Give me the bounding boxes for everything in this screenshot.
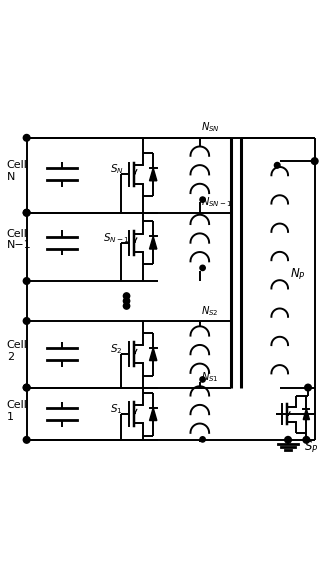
Circle shape [123, 298, 130, 304]
Text: $N_{S1}$: $N_{S1}$ [201, 371, 219, 384]
Circle shape [23, 277, 30, 284]
Polygon shape [150, 408, 157, 420]
Circle shape [305, 384, 311, 391]
Circle shape [200, 265, 205, 271]
Circle shape [285, 436, 291, 443]
Circle shape [200, 377, 205, 382]
Polygon shape [150, 348, 157, 360]
Text: Cell
N: Cell N [7, 160, 28, 182]
Text: $N_P$: $N_P$ [290, 267, 306, 282]
Text: Cell
N−1: Cell N−1 [7, 229, 31, 250]
Circle shape [23, 209, 30, 216]
Text: $N_{SN}$: $N_{SN}$ [201, 121, 220, 134]
Polygon shape [150, 236, 157, 249]
Circle shape [23, 384, 30, 391]
Circle shape [274, 162, 280, 168]
Circle shape [23, 209, 30, 216]
Circle shape [23, 436, 30, 443]
Text: Cell
2: Cell 2 [7, 340, 28, 362]
Circle shape [200, 436, 205, 442]
Circle shape [311, 158, 318, 165]
Text: $S_{N-1}$: $S_{N-1}$ [103, 231, 130, 245]
Circle shape [123, 293, 130, 299]
Circle shape [123, 303, 130, 309]
Polygon shape [303, 409, 309, 420]
Circle shape [303, 436, 310, 443]
Circle shape [23, 317, 30, 324]
Circle shape [23, 384, 30, 391]
Text: $N_{S2}$: $N_{S2}$ [201, 304, 219, 317]
Text: $S_1$: $S_1$ [110, 402, 123, 416]
Polygon shape [150, 168, 157, 181]
Circle shape [23, 134, 30, 141]
Text: $S_P$: $S_P$ [304, 440, 319, 455]
Text: $N_{SN-1}$: $N_{SN-1}$ [201, 196, 233, 209]
Text: $S_2$: $S_2$ [110, 343, 123, 356]
Text: Cell
1: Cell 1 [7, 400, 28, 422]
Text: $S_N$: $S_N$ [110, 162, 124, 176]
Circle shape [200, 197, 205, 202]
